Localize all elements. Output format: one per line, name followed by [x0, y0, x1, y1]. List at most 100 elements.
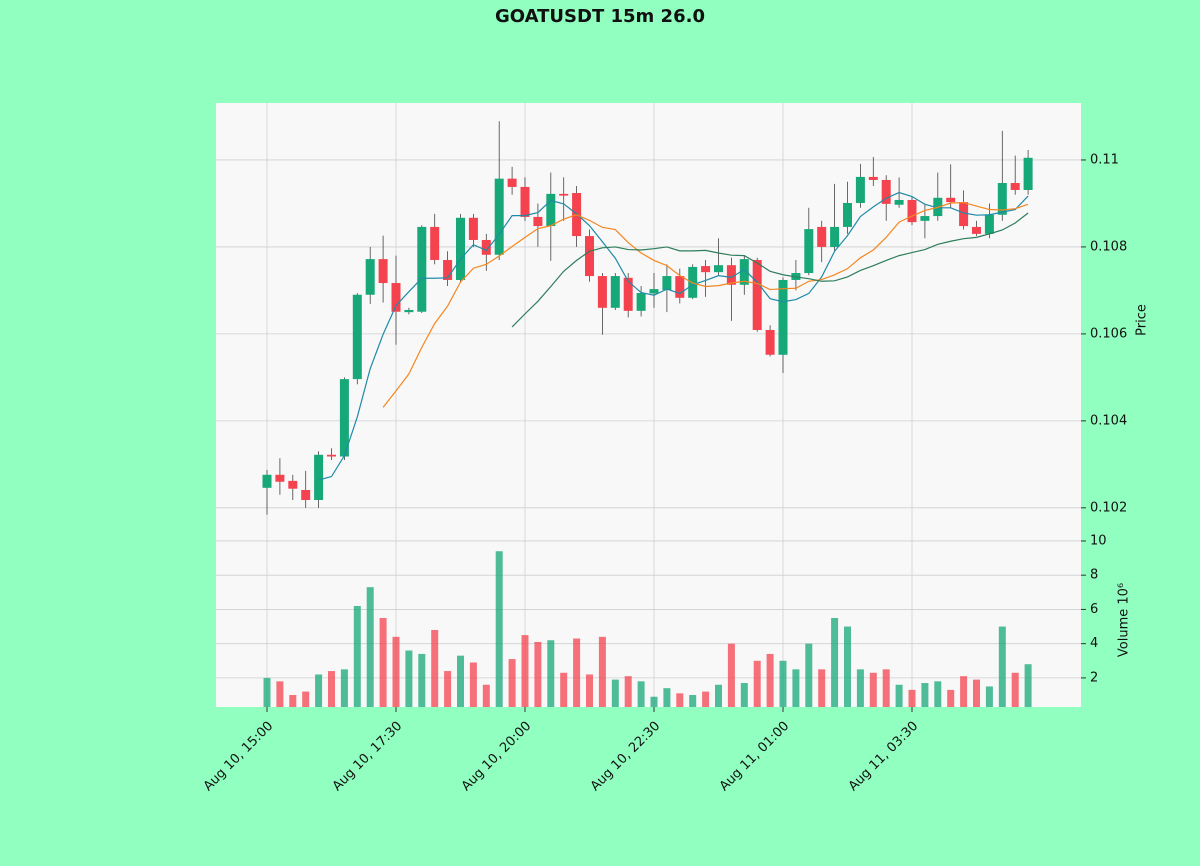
- y-tick-label: 0.102: [1090, 500, 1127, 515]
- x-tick-label: Aug 10, 22:30: [588, 719, 664, 795]
- marks: [262, 121, 1033, 707]
- volume-bar: [947, 689, 955, 707]
- volume-bar: [805, 643, 813, 707]
- volume-bar: [405, 650, 413, 707]
- candle-body: [327, 454, 336, 457]
- x-tick-label: Aug 11, 01:00: [717, 719, 793, 795]
- volume-bar: [637, 681, 645, 707]
- volume-bar: [831, 617, 839, 707]
- candle-body: [675, 276, 685, 298]
- volume-bar: [740, 683, 748, 707]
- volume-bar: [869, 672, 877, 707]
- candle-body: [262, 474, 272, 488]
- y2-tick-label: 10: [1090, 533, 1107, 548]
- candle-body: [714, 265, 723, 273]
- volume-bar: [844, 626, 851, 707]
- candle-body: [507, 178, 517, 187]
- candle-body: [546, 193, 556, 227]
- candle-body: [946, 197, 956, 203]
- volume-bar: [315, 674, 323, 707]
- candle-body: [920, 216, 930, 221]
- volume-bar: [676, 693, 684, 707]
- candle-body: [610, 276, 620, 308]
- candle-body: [378, 259, 388, 284]
- volume-bar: [534, 641, 542, 707]
- x-tick-label: Aug 11, 03:30: [846, 719, 922, 795]
- candle-body: [559, 193, 569, 196]
- y2-axis-label: Volume 10⁶: [1117, 583, 1132, 657]
- candle-body: [275, 474, 285, 482]
- volume-bar: [985, 686, 993, 707]
- candle-body: [301, 489, 311, 500]
- candle-body: [817, 226, 827, 247]
- volume-bar: [521, 635, 529, 707]
- volume-bar: [998, 626, 1006, 707]
- volume-bar: [444, 671, 452, 707]
- candle-body: [907, 199, 917, 223]
- volume-bar: [457, 655, 464, 707]
- candle-body: [984, 214, 994, 234]
- y-tick-label: 0.108: [1090, 239, 1127, 254]
- y-axis-label: Price: [1135, 304, 1150, 336]
- volume-bar: [302, 691, 310, 707]
- candle-body: [830, 226, 840, 247]
- volume-bar: [727, 643, 735, 707]
- volume-bar: [328, 671, 335, 707]
- x-tick-label: Aug 10, 17:30: [330, 719, 406, 795]
- candle-body: [339, 379, 349, 457]
- volume-bar: [598, 636, 606, 707]
- volume-bar: [379, 617, 387, 707]
- y2-tick-label: 2: [1090, 670, 1098, 685]
- price-panel: [216, 103, 1081, 530]
- candle-body: [391, 283, 401, 312]
- candle-body: [843, 203, 852, 227]
- candle-body: [804, 229, 814, 274]
- candle-body: [1010, 183, 1020, 190]
- moving-average-line: [318, 191, 1029, 481]
- volume-bar: [908, 689, 916, 707]
- candle-body: [443, 259, 453, 280]
- candle-body: [623, 277, 633, 311]
- candle-body: [752, 259, 762, 330]
- volume-bar: [340, 669, 348, 707]
- volume-bar: [921, 683, 929, 707]
- volume-bar: [276, 681, 284, 707]
- candle-body: [868, 176, 878, 180]
- candle-body: [1023, 157, 1033, 190]
- y2-tick-label: 4: [1090, 636, 1098, 651]
- volume-bar: [366, 587, 374, 707]
- volume-bar: [547, 640, 555, 707]
- volume-bar: [560, 672, 568, 707]
- volume-bar: [1024, 664, 1032, 707]
- volume-bar: [973, 679, 980, 707]
- volume-bar: [495, 551, 503, 707]
- volume-bar: [573, 638, 581, 707]
- volume-bar: [624, 676, 632, 707]
- volume-bar: [586, 674, 593, 707]
- candle-body: [456, 217, 465, 280]
- moving-average-line: [382, 201, 1029, 408]
- candle-body: [881, 179, 891, 204]
- candle-body: [765, 329, 775, 355]
- volume-bar: [895, 684, 903, 707]
- y2-tick-label: 8: [1090, 568, 1098, 583]
- candle-body: [597, 276, 607, 308]
- candle-body: [314, 454, 324, 500]
- volume-bar: [818, 669, 826, 707]
- volume-bar: [263, 677, 271, 707]
- candle-body: [481, 239, 491, 255]
- volume-bar: [431, 629, 439, 707]
- volume-bar: [482, 684, 490, 707]
- candle-body: [894, 199, 904, 205]
- volume-bar: [663, 688, 671, 707]
- y-tick-label: 0.11: [1090, 152, 1119, 167]
- x-tick-label: Aug 10, 15:00: [201, 719, 277, 795]
- candle-body: [468, 217, 478, 240]
- candle-body: [365, 259, 375, 295]
- volume-bar: [792, 669, 800, 707]
- candle-body: [288, 480, 298, 489]
- volume-bar: [856, 669, 864, 707]
- moving-average-line: [511, 212, 1029, 328]
- y-tick-label: 0.104: [1090, 413, 1127, 428]
